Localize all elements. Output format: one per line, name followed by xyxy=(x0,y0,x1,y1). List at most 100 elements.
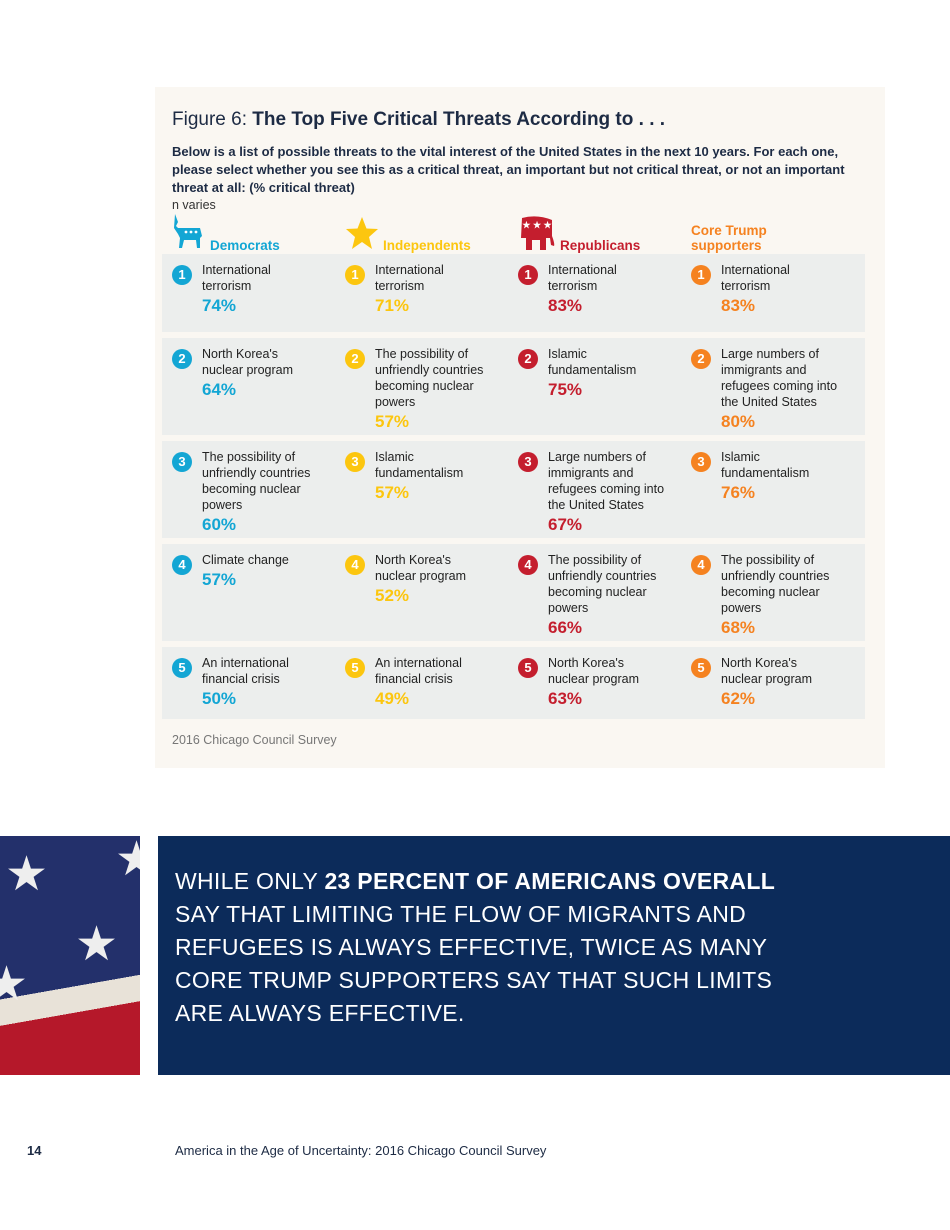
figure-description: Below is a list of possible threats to t… xyxy=(172,144,845,195)
column-headers: Democrats Independents ★ ★ ★ Republicans Cor… xyxy=(162,214,865,255)
threat-label: North Korea's nuclear program xyxy=(202,347,294,377)
rank-badge: 3 xyxy=(172,452,192,472)
rank-badge: 4 xyxy=(691,555,711,575)
table-row: 1 International terrorism 74% 1 Internationa… xyxy=(162,254,865,332)
threat-percent: 64% xyxy=(202,380,237,399)
threat-percent: 50% xyxy=(202,689,237,708)
rank-badge: 4 xyxy=(518,555,538,575)
column-header-core-trump-supporters: Core Trump supporters xyxy=(691,223,801,253)
threat-percent: 74% xyxy=(202,296,237,315)
threat-label: International terrorism xyxy=(548,263,617,293)
threat-percent: 83% xyxy=(721,296,756,315)
column-header-label: Independents xyxy=(383,238,471,253)
donkey-icon xyxy=(172,214,206,253)
callout-bold: 23 PERCENT OF AMERICANS OVERALL xyxy=(324,868,776,894)
rank-badge: 1 xyxy=(518,265,538,285)
threat-label: North Korea's nuclear program xyxy=(721,656,813,686)
column-header-independents: Independents xyxy=(345,216,471,253)
threat-percent: 52% xyxy=(375,586,410,605)
table-row: 3 The possibility of unfriendly countries… xyxy=(162,441,865,538)
table-row: 4 Climate change 57% 4 North Korea's nuclear… xyxy=(162,544,865,641)
threat-percent: 57% xyxy=(375,412,410,431)
threat-percent: 75% xyxy=(548,380,583,399)
threat-label: Large numbers of immigrants and refugees… xyxy=(721,347,838,409)
rank-badge: 5 xyxy=(518,658,538,678)
threat-item: 2 North Korea's nuclear program 64% xyxy=(162,338,335,435)
threat-item: 2 The possibility of unfriendly countries… xyxy=(335,338,508,435)
threat-label: Climate change xyxy=(202,553,289,567)
rank-badge: 5 xyxy=(691,658,711,678)
threat-percent: 76% xyxy=(721,483,756,502)
column-header-republicans: ★ ★ ★ Republicans xyxy=(518,216,640,253)
svg-text:★ ★ ★: ★ ★ ★ xyxy=(522,220,552,230)
rank-badge: 1 xyxy=(345,265,365,285)
threat-item: 4 The possibility of unfriendly countries… xyxy=(681,544,854,641)
rank-badge: 2 xyxy=(691,349,711,369)
source-note: 2016 Chicago Council Survey xyxy=(172,733,337,747)
threat-percent: 68% xyxy=(721,618,756,637)
rank-badge: 3 xyxy=(345,452,365,472)
threat-item: 3 Large numbers of immigrants and refugee… xyxy=(508,441,681,538)
star-icon: ★ xyxy=(0,958,29,1011)
rank-badge: 3 xyxy=(518,452,538,472)
rank-badge: 2 xyxy=(172,349,192,369)
elephant-icon: ★ ★ ★ xyxy=(518,216,556,253)
threat-label: Islamic fundamentalism xyxy=(548,347,637,377)
threat-item: 5 North Korea's nuclear program 63% xyxy=(508,647,681,719)
threat-label: An international financial crisis xyxy=(202,656,289,686)
threat-label: International terrorism xyxy=(375,263,444,293)
threat-percent: 60% xyxy=(202,515,237,534)
threat-label: The possibility of unfriendly countries … xyxy=(375,347,484,409)
threat-percent: 57% xyxy=(202,570,237,589)
threat-item: 1 International terrorism 83% xyxy=(508,254,681,332)
threat-label: An international financial crisis xyxy=(375,656,462,686)
figure-label: Figure 6: xyxy=(172,109,253,130)
threat-item: 2 Islamic fundamentalism 75% xyxy=(508,338,681,435)
threat-percent: 67% xyxy=(548,515,583,534)
threat-percent: 66% xyxy=(548,618,583,637)
rank-badge: 1 xyxy=(172,265,192,285)
threat-label: The possibility of unfriendly countries … xyxy=(548,553,657,615)
threat-label: The possibility of unfriendly countries … xyxy=(202,450,311,512)
threat-label: North Korea's nuclear program xyxy=(375,553,467,583)
callout-pre: WHILE ONLY xyxy=(175,868,325,894)
footer-text: America in the Age of Uncertainty: 2016 … xyxy=(175,1143,547,1158)
threat-item: 3 Islamic fundamentalism 57% xyxy=(335,441,508,538)
threat-item: 2 Large numbers of immigrants and refugee… xyxy=(681,338,854,435)
threat-percent: 71% xyxy=(375,296,410,315)
threat-label: International terrorism xyxy=(202,263,271,293)
star-icon: ★ xyxy=(5,848,49,901)
threat-label: Large numbers of immigrants and refugees… xyxy=(548,450,665,512)
column-header-label: Core Trump supporters xyxy=(691,223,767,253)
table-row: 2 North Korea's nuclear program 64% 2 The po… xyxy=(162,338,865,435)
threat-item: 1 International terrorism 83% xyxy=(681,254,854,332)
threat-label: International terrorism xyxy=(721,263,790,293)
column-header-label: Democrats xyxy=(210,238,280,253)
threat-item: 1 International terrorism 71% xyxy=(335,254,508,332)
threat-item: 4 Climate change 57% xyxy=(162,544,335,641)
threat-item: 3 The possibility of unfriendly countries… xyxy=(162,441,335,538)
rank-badge: 3 xyxy=(691,452,711,472)
threat-percent: 63% xyxy=(548,689,583,708)
threat-percent: 83% xyxy=(548,296,583,315)
threat-percent: 62% xyxy=(721,689,756,708)
threat-item: 5 North Korea's nuclear program 62% xyxy=(681,647,854,719)
figure-title-bold: The Top Five Critical Threats According … xyxy=(252,109,666,130)
table-row: 5 An international financial crisis 50% 5 An… xyxy=(162,647,865,719)
threat-percent: 57% xyxy=(375,483,410,502)
page-number: 14 xyxy=(27,1143,42,1158)
callout-text: WHILE ONLY 23 PERCENT OF AMERICANS OVERA… xyxy=(175,865,815,1030)
rank-badge: 2 xyxy=(518,349,538,369)
star-icon xyxy=(345,216,379,253)
flag-photo: ★ ★ ★ ★ xyxy=(0,836,140,1075)
threat-percent: 80% xyxy=(721,412,756,431)
rank-badge: 4 xyxy=(172,555,192,575)
callout-banner: WHILE ONLY 23 PERCENT OF AMERICANS OVERA… xyxy=(158,836,950,1075)
threat-label: Islamic fundamentalism xyxy=(721,450,810,480)
threat-percent: 49% xyxy=(375,689,410,708)
threat-table: 1 International terrorism 74% 1 Internationa… xyxy=(162,254,865,725)
threat-item: 4 The possibility of unfriendly countries… xyxy=(508,544,681,641)
figure-panel: Figure 6: The Top Five Critical Threats … xyxy=(155,87,885,768)
threat-label: The possibility of unfriendly countries … xyxy=(721,553,830,615)
callout-post: SAY THAT LIMITING THE FLOW OF MIGRANTS A… xyxy=(175,901,773,1026)
